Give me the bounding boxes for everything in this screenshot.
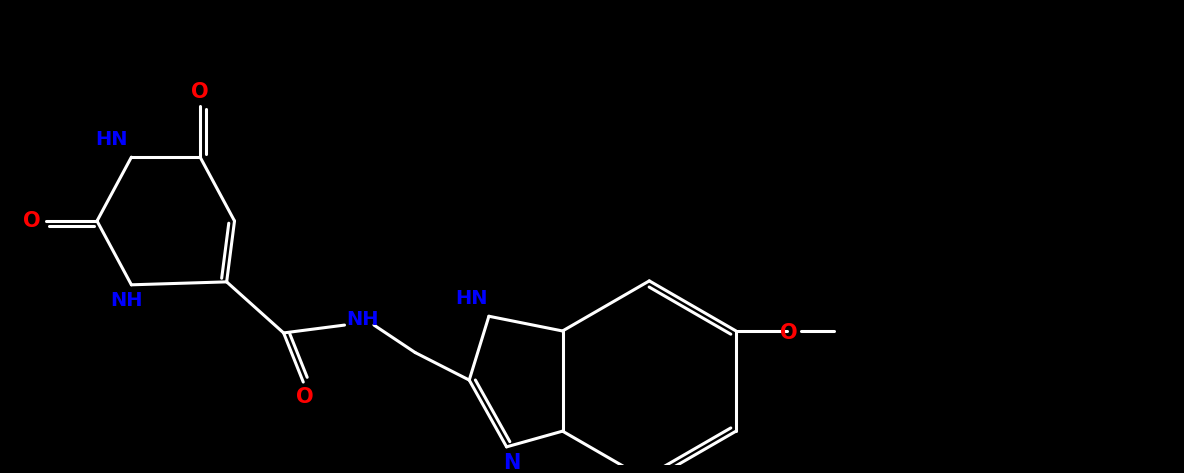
Text: HN: HN	[96, 130, 128, 149]
Text: O: O	[780, 323, 798, 343]
Text: HN: HN	[455, 289, 488, 308]
Text: O: O	[24, 211, 41, 231]
Text: NH: NH	[110, 291, 143, 310]
Text: NH: NH	[346, 310, 379, 329]
Text: O: O	[296, 387, 314, 407]
Text: O: O	[192, 82, 208, 102]
Text: N: N	[503, 453, 520, 473]
